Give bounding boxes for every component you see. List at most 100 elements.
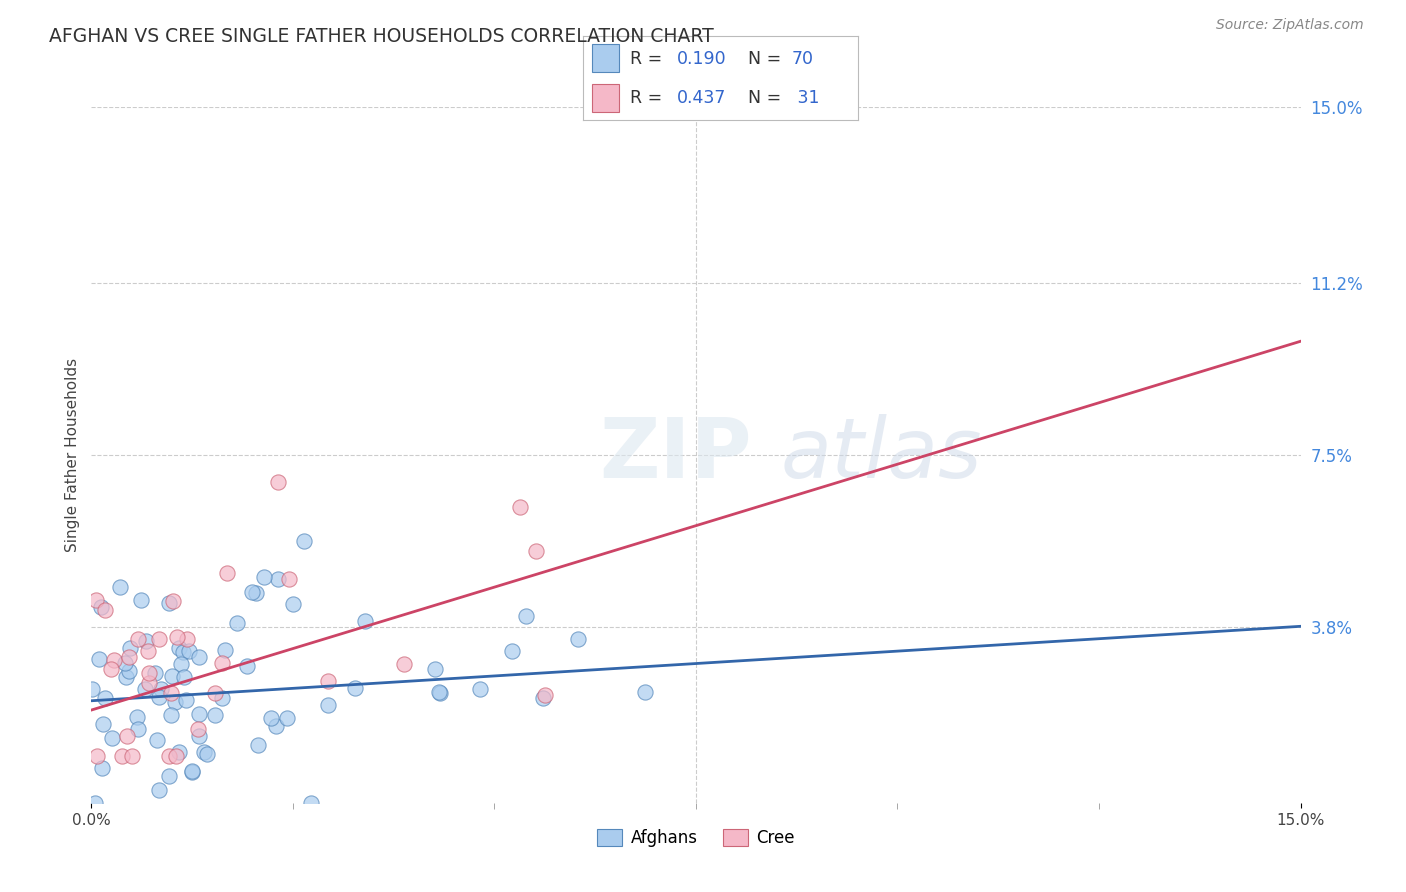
Bar (592, 44, 619, 72)
Point (148, 632, 170, 647)
Point (129, 593, 152, 607)
Point (253, 569, 276, 583)
Point (89, 652, 111, 666)
Point (204, 686, 226, 700)
Point (187, 722, 209, 736)
Point (100, 662, 122, 676)
Point (211, 656, 233, 670)
Point (468, 682, 491, 697)
Point (127, 632, 149, 647)
Point (181, 764, 204, 779)
Point (115, 729, 138, 743)
Point (281, 597, 304, 611)
Point (160, 669, 183, 683)
Point (121, 749, 143, 764)
Point (138, 666, 160, 681)
Point (101, 731, 124, 745)
Point (166, 630, 188, 644)
Point (267, 572, 290, 586)
Point (167, 744, 190, 758)
Point (90, 599, 112, 614)
Point (211, 690, 233, 705)
Point (344, 681, 367, 695)
Point (531, 691, 554, 706)
Point (157, 749, 180, 764)
Point (318, 674, 340, 689)
Point (173, 670, 195, 684)
Point (80, 681, 103, 696)
Point (354, 615, 377, 629)
Point (392, 657, 415, 672)
Point (138, 675, 160, 690)
Text: 31: 31 (792, 88, 820, 106)
Point (91, 761, 114, 775)
Text: AFGHAN VS CREE SINGLE FATHER HOUSEHOLDS CORRELATION CHART: AFGHAN VS CREE SINGLE FATHER HOUSEHOLDS … (49, 27, 714, 45)
Text: ZIP: ZIP (599, 415, 752, 495)
Point (240, 584, 263, 599)
Point (115, 670, 138, 684)
Point (266, 475, 288, 489)
Point (127, 722, 149, 736)
Point (169, 657, 191, 671)
Point (214, 643, 236, 657)
Point (160, 707, 183, 722)
Text: atlas: atlas (780, 415, 983, 495)
Point (187, 650, 209, 665)
Point (93, 603, 115, 617)
Point (292, 533, 315, 548)
Point (204, 708, 226, 723)
Text: R =: R = (630, 50, 668, 68)
Point (111, 749, 134, 764)
Point (217, 566, 239, 580)
Legend: Afghans, Cree: Afghans, Cree (591, 822, 801, 854)
Point (567, 632, 589, 646)
Point (148, 690, 170, 705)
Point (236, 658, 259, 673)
Text: N =: N = (748, 50, 787, 68)
Point (149, 682, 172, 697)
Point (226, 616, 249, 631)
Y-axis label: Single Father Households: Single Father Households (65, 358, 80, 552)
Point (187, 706, 209, 721)
Text: N =: N = (748, 88, 787, 106)
Point (135, 634, 157, 648)
Point (634, 684, 657, 698)
Text: 70: 70 (792, 50, 814, 68)
Point (195, 747, 218, 761)
Point (429, 685, 451, 699)
Point (188, 729, 211, 743)
Point (159, 686, 181, 700)
Point (84, 592, 107, 607)
Point (247, 739, 270, 753)
Point (125, 710, 148, 724)
Point (91, 717, 114, 731)
Point (174, 693, 197, 707)
Point (86, 749, 108, 764)
Point (165, 695, 187, 709)
Point (136, 644, 159, 658)
Point (316, 698, 339, 712)
Bar (592, 84, 619, 112)
Point (172, 645, 194, 659)
Point (134, 681, 156, 696)
Text: Source: ZipAtlas.com: Source: ZipAtlas.com (1216, 18, 1364, 32)
Point (179, 644, 201, 658)
Point (299, 796, 322, 810)
Point (94, 691, 117, 706)
Text: 0.437: 0.437 (676, 88, 725, 106)
Point (181, 765, 204, 780)
Point (526, 544, 548, 558)
Text: R =: R = (630, 88, 668, 106)
Point (143, 665, 166, 680)
Point (278, 572, 301, 586)
Point (193, 745, 215, 759)
Point (509, 500, 531, 514)
Point (165, 749, 187, 764)
Point (245, 586, 267, 600)
Point (157, 596, 180, 610)
Point (264, 719, 287, 733)
Point (114, 656, 136, 670)
Point (148, 783, 170, 797)
Point (103, 653, 125, 667)
Point (118, 665, 141, 679)
